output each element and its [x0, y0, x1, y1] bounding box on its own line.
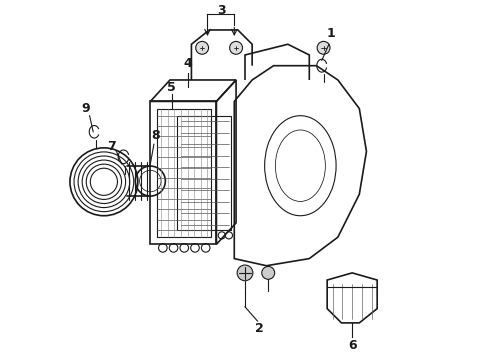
Circle shape: [262, 266, 275, 279]
Circle shape: [237, 265, 253, 281]
Text: 5: 5: [168, 81, 176, 94]
Text: 8: 8: [151, 129, 160, 142]
Text: 1: 1: [326, 27, 335, 40]
Text: 2: 2: [255, 322, 264, 335]
Text: 7: 7: [107, 140, 116, 153]
Circle shape: [196, 41, 209, 54]
Text: 4: 4: [183, 57, 192, 71]
Text: 6: 6: [348, 338, 357, 351]
Circle shape: [317, 41, 330, 54]
Text: 9: 9: [82, 102, 90, 115]
Circle shape: [230, 41, 243, 54]
Text: 3: 3: [218, 4, 226, 17]
